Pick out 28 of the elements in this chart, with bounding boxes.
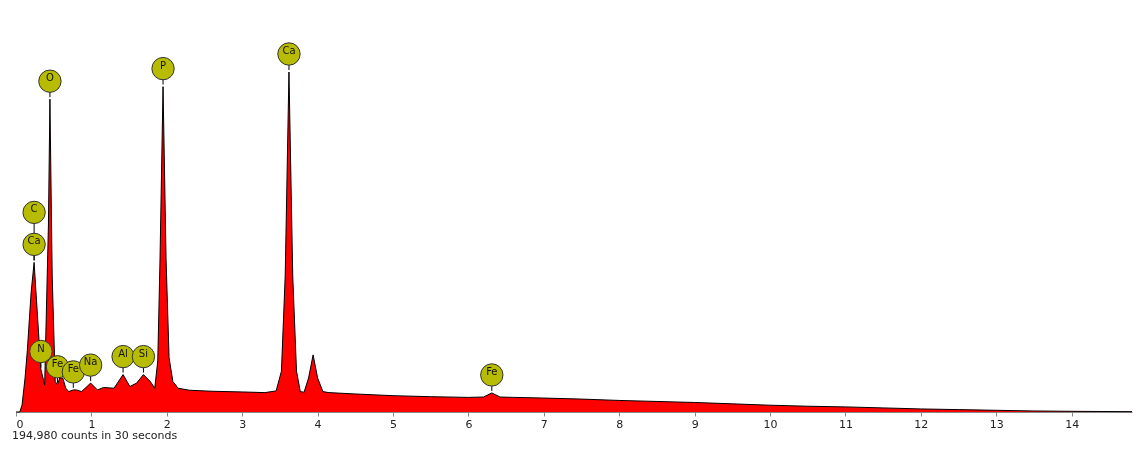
x-tick-label: 2 bbox=[163, 417, 171, 431]
x-tick-label: 1 bbox=[88, 417, 96, 431]
x-tick-label: 8 bbox=[616, 417, 624, 431]
annotation: P bbox=[160, 59, 167, 71]
annotation: Si bbox=[138, 347, 149, 359]
x-tick-label: 10 bbox=[763, 417, 778, 431]
annotation: Ca bbox=[27, 235, 41, 247]
x-tick-label: 14 bbox=[1065, 417, 1080, 431]
x-tick-label: 6 bbox=[465, 417, 473, 431]
x-tick-label: 3 bbox=[239, 417, 247, 431]
annotation: Fe bbox=[51, 357, 64, 369]
x-tick-label: 13 bbox=[989, 417, 1004, 431]
annotation: Fe bbox=[67, 362, 79, 374]
x-tick-label: 12 bbox=[914, 417, 929, 431]
x-tick-label: 4 bbox=[314, 417, 322, 431]
x-tick-label: 0 bbox=[16, 417, 24, 431]
annotation: Fe bbox=[486, 365, 498, 377]
text: 194,980 counts in 30 seconds bbox=[12, 429, 178, 442]
annotation: Al bbox=[118, 347, 128, 359]
x-tick-label: 11 bbox=[838, 417, 853, 431]
annotation: N bbox=[37, 342, 45, 354]
annotation: Ca bbox=[282, 45, 296, 56]
annotation: C bbox=[30, 203, 38, 215]
x-tick-label: 9 bbox=[691, 417, 699, 431]
annotation: Na bbox=[83, 356, 98, 368]
annotation: O bbox=[45, 72, 54, 84]
x-tick-label: 7 bbox=[540, 417, 548, 431]
x-tick-label: 5 bbox=[390, 417, 398, 431]
